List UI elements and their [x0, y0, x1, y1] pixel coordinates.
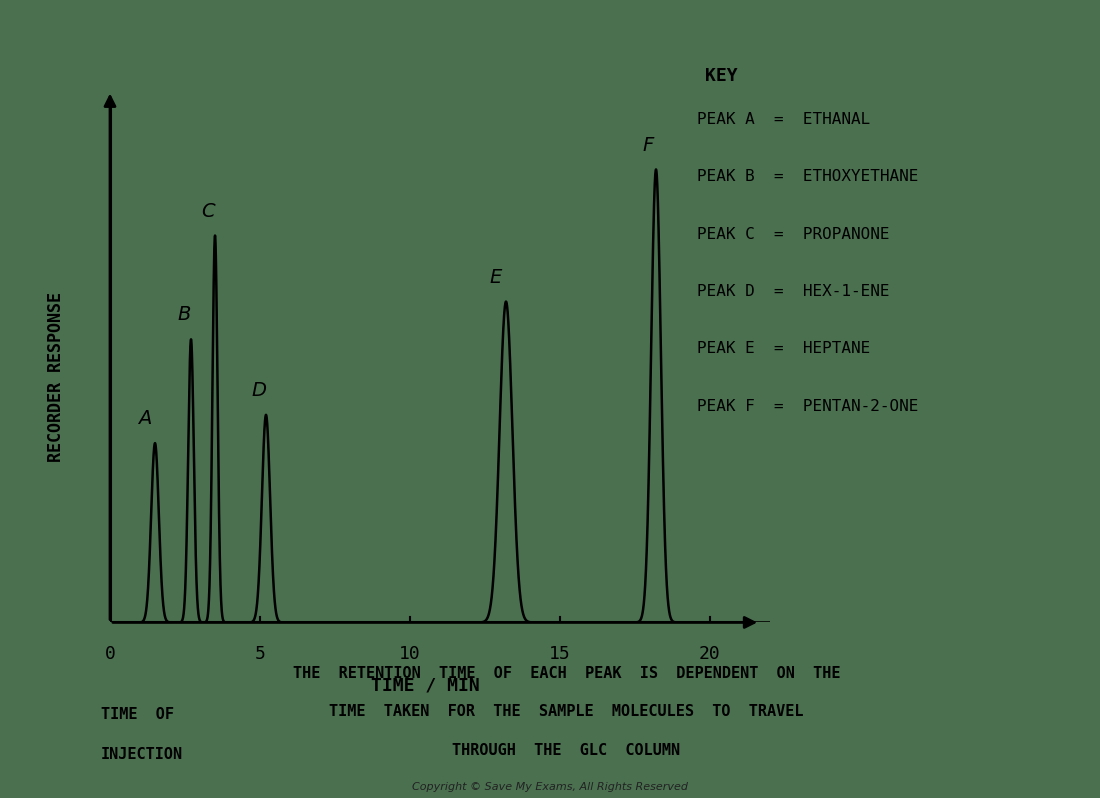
Text: E: E: [490, 267, 502, 286]
Text: PEAK A  =  ETHANAL: PEAK A = ETHANAL: [697, 113, 870, 127]
Text: 0: 0: [104, 645, 116, 663]
Text: TIME  OF: TIME OF: [101, 707, 174, 722]
Text: 15: 15: [549, 645, 571, 663]
Text: PEAK F  =  PENTAN-2-ONE: PEAK F = PENTAN-2-ONE: [697, 398, 918, 413]
Text: THROUGH  THE  GLC  COLUMN: THROUGH THE GLC COLUMN: [452, 743, 681, 758]
Text: PEAK B  =  ETHOXYETHANE: PEAK B = ETHOXYETHANE: [697, 169, 918, 184]
Text: PEAK E  =  HEPTANE: PEAK E = HEPTANE: [697, 342, 870, 356]
Text: F: F: [642, 136, 653, 155]
Text: Copyright © Save My Exams, All Rights Reserved: Copyright © Save My Exams, All Rights Re…: [412, 781, 688, 792]
Text: TIME / MIN: TIME / MIN: [371, 677, 480, 695]
Text: KEY: KEY: [705, 66, 738, 85]
Text: 5: 5: [254, 645, 265, 663]
Text: PEAK C  =  PROPANONE: PEAK C = PROPANONE: [697, 227, 890, 242]
Text: 20: 20: [700, 645, 720, 663]
Text: PEAK D  =  HEX-1-ENE: PEAK D = HEX-1-ENE: [697, 284, 890, 299]
Text: C: C: [201, 202, 216, 220]
Text: A: A: [139, 409, 152, 429]
Text: TIME  TAKEN  FOR  THE  SAMPLE  MOLECULES  TO  TRAVEL: TIME TAKEN FOR THE SAMPLE MOLECULES TO T…: [329, 705, 804, 720]
Text: 10: 10: [399, 645, 421, 663]
Text: INJECTION: INJECTION: [101, 748, 183, 762]
Text: D: D: [251, 381, 266, 400]
Text: THE  RETENTION  TIME  OF  EACH  PEAK  IS  DEPENDENT  ON  THE: THE RETENTION TIME OF EACH PEAK IS DEPEN…: [293, 666, 840, 681]
Text: B: B: [177, 306, 191, 325]
Text: RECORDER RESPONSE: RECORDER RESPONSE: [47, 292, 65, 462]
